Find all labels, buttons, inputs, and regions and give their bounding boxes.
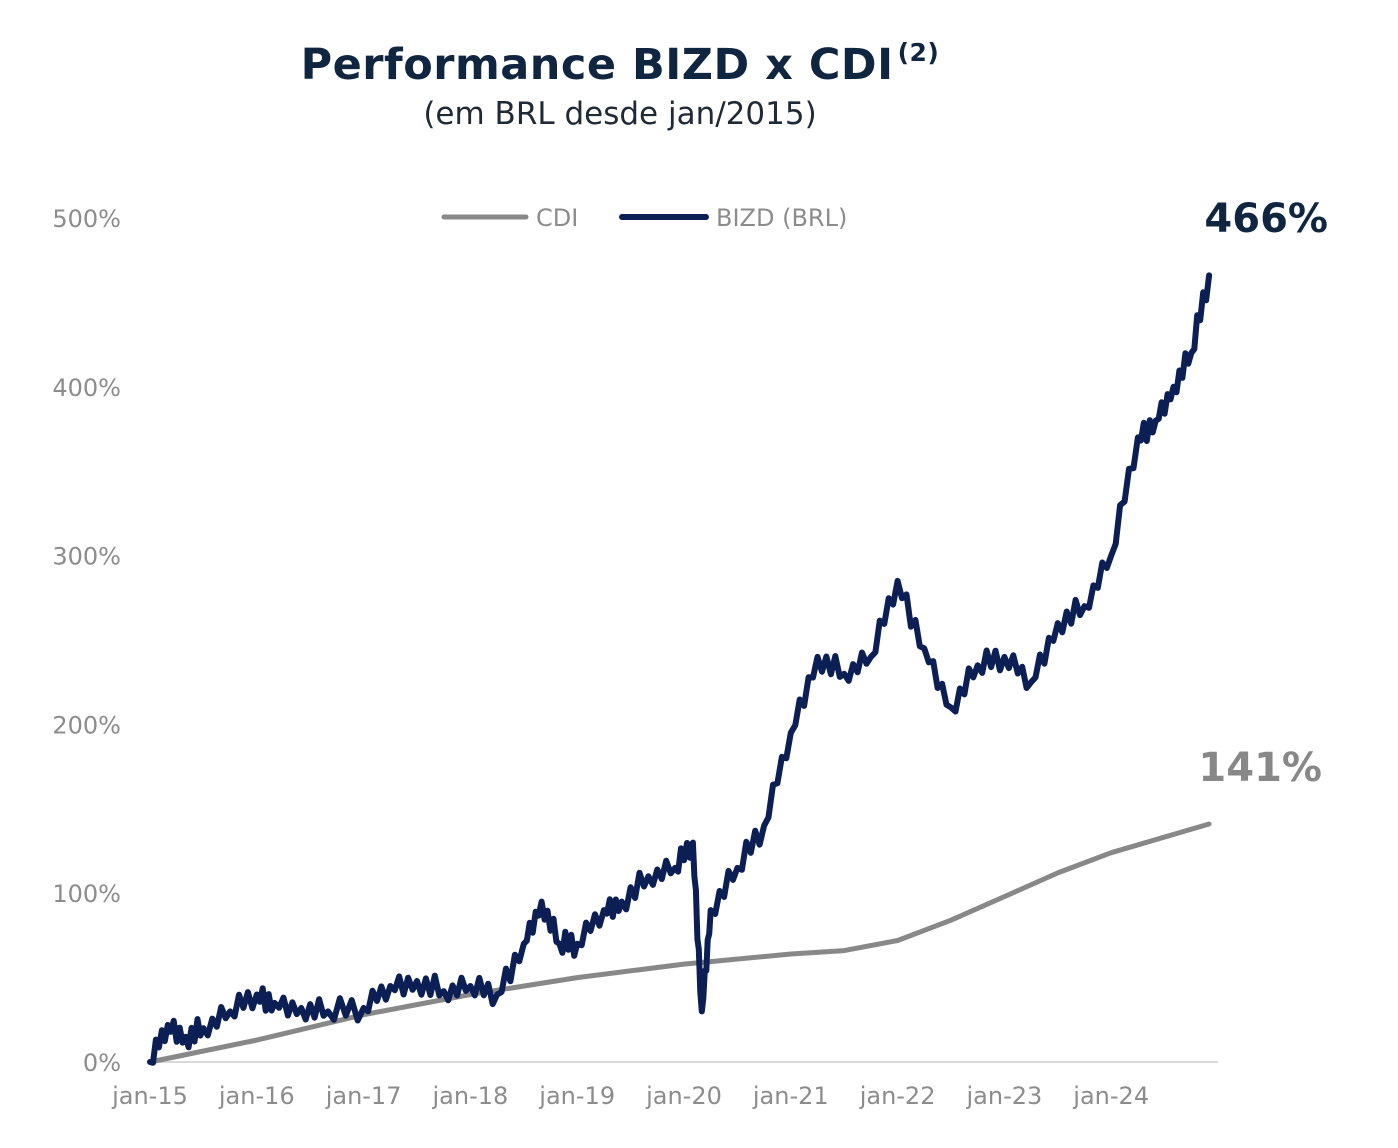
series-layer <box>147 272 1213 1066</box>
legend-cdi-label: CDI <box>536 204 578 232</box>
x-tick-label: jan-17 <box>325 1082 402 1110</box>
x-tick-label: jan-15 <box>111 1082 188 1110</box>
y-tick-label: 0% <box>83 1049 121 1077</box>
cdi-series-line <box>147 821 1212 1065</box>
bizd-end-value-label: 466% <box>1204 196 1328 242</box>
title-footnote-marker: (2) <box>897 38 940 67</box>
x-tick-label: jan-20 <box>645 1082 722 1110</box>
y-tick-label: 100% <box>52 880 121 908</box>
legend: CDI BIZD (BRL) <box>441 204 847 232</box>
y-tick-label: 200% <box>52 711 121 739</box>
x-tick-label: jan-21 <box>752 1082 829 1110</box>
legend-bizd-label: BIZD (BRL) <box>716 204 847 232</box>
end-labels: 466% 141% <box>1198 196 1328 791</box>
x-axis: jan-15 jan-16 jan-17 jan-18 jan-19 jan-20 jan-… <box>111 1082 1149 1110</box>
chart-title-block: Performance BIZD x CDI (2) (em BRL desde … <box>0 38 1240 132</box>
x-tick-label: jan-23 <box>966 1082 1043 1110</box>
chart-title: Performance BIZD x CDI (2) <box>0 38 1240 90</box>
x-tick-label: jan-19 <box>538 1082 615 1110</box>
y-axis: 0% 100% 200% 300% 400% 500% <box>52 205 121 1077</box>
x-tick-label: jan-18 <box>432 1082 509 1110</box>
cdi-end-value-label: 141% <box>1198 745 1322 791</box>
x-tick-label: jan-22 <box>859 1082 936 1110</box>
y-tick-label: 300% <box>52 543 121 571</box>
x-tick-label: jan-24 <box>1072 1082 1149 1110</box>
y-tick-label: 500% <box>52 205 121 233</box>
chart-subtitle: (em BRL desde jan/2015) <box>423 96 817 132</box>
bizd-series-line <box>147 272 1213 1066</box>
x-tick-label: jan-16 <box>218 1082 295 1110</box>
y-tick-label: 400% <box>52 374 121 402</box>
chart-title-text: Performance BIZD x CDI <box>300 40 894 90</box>
